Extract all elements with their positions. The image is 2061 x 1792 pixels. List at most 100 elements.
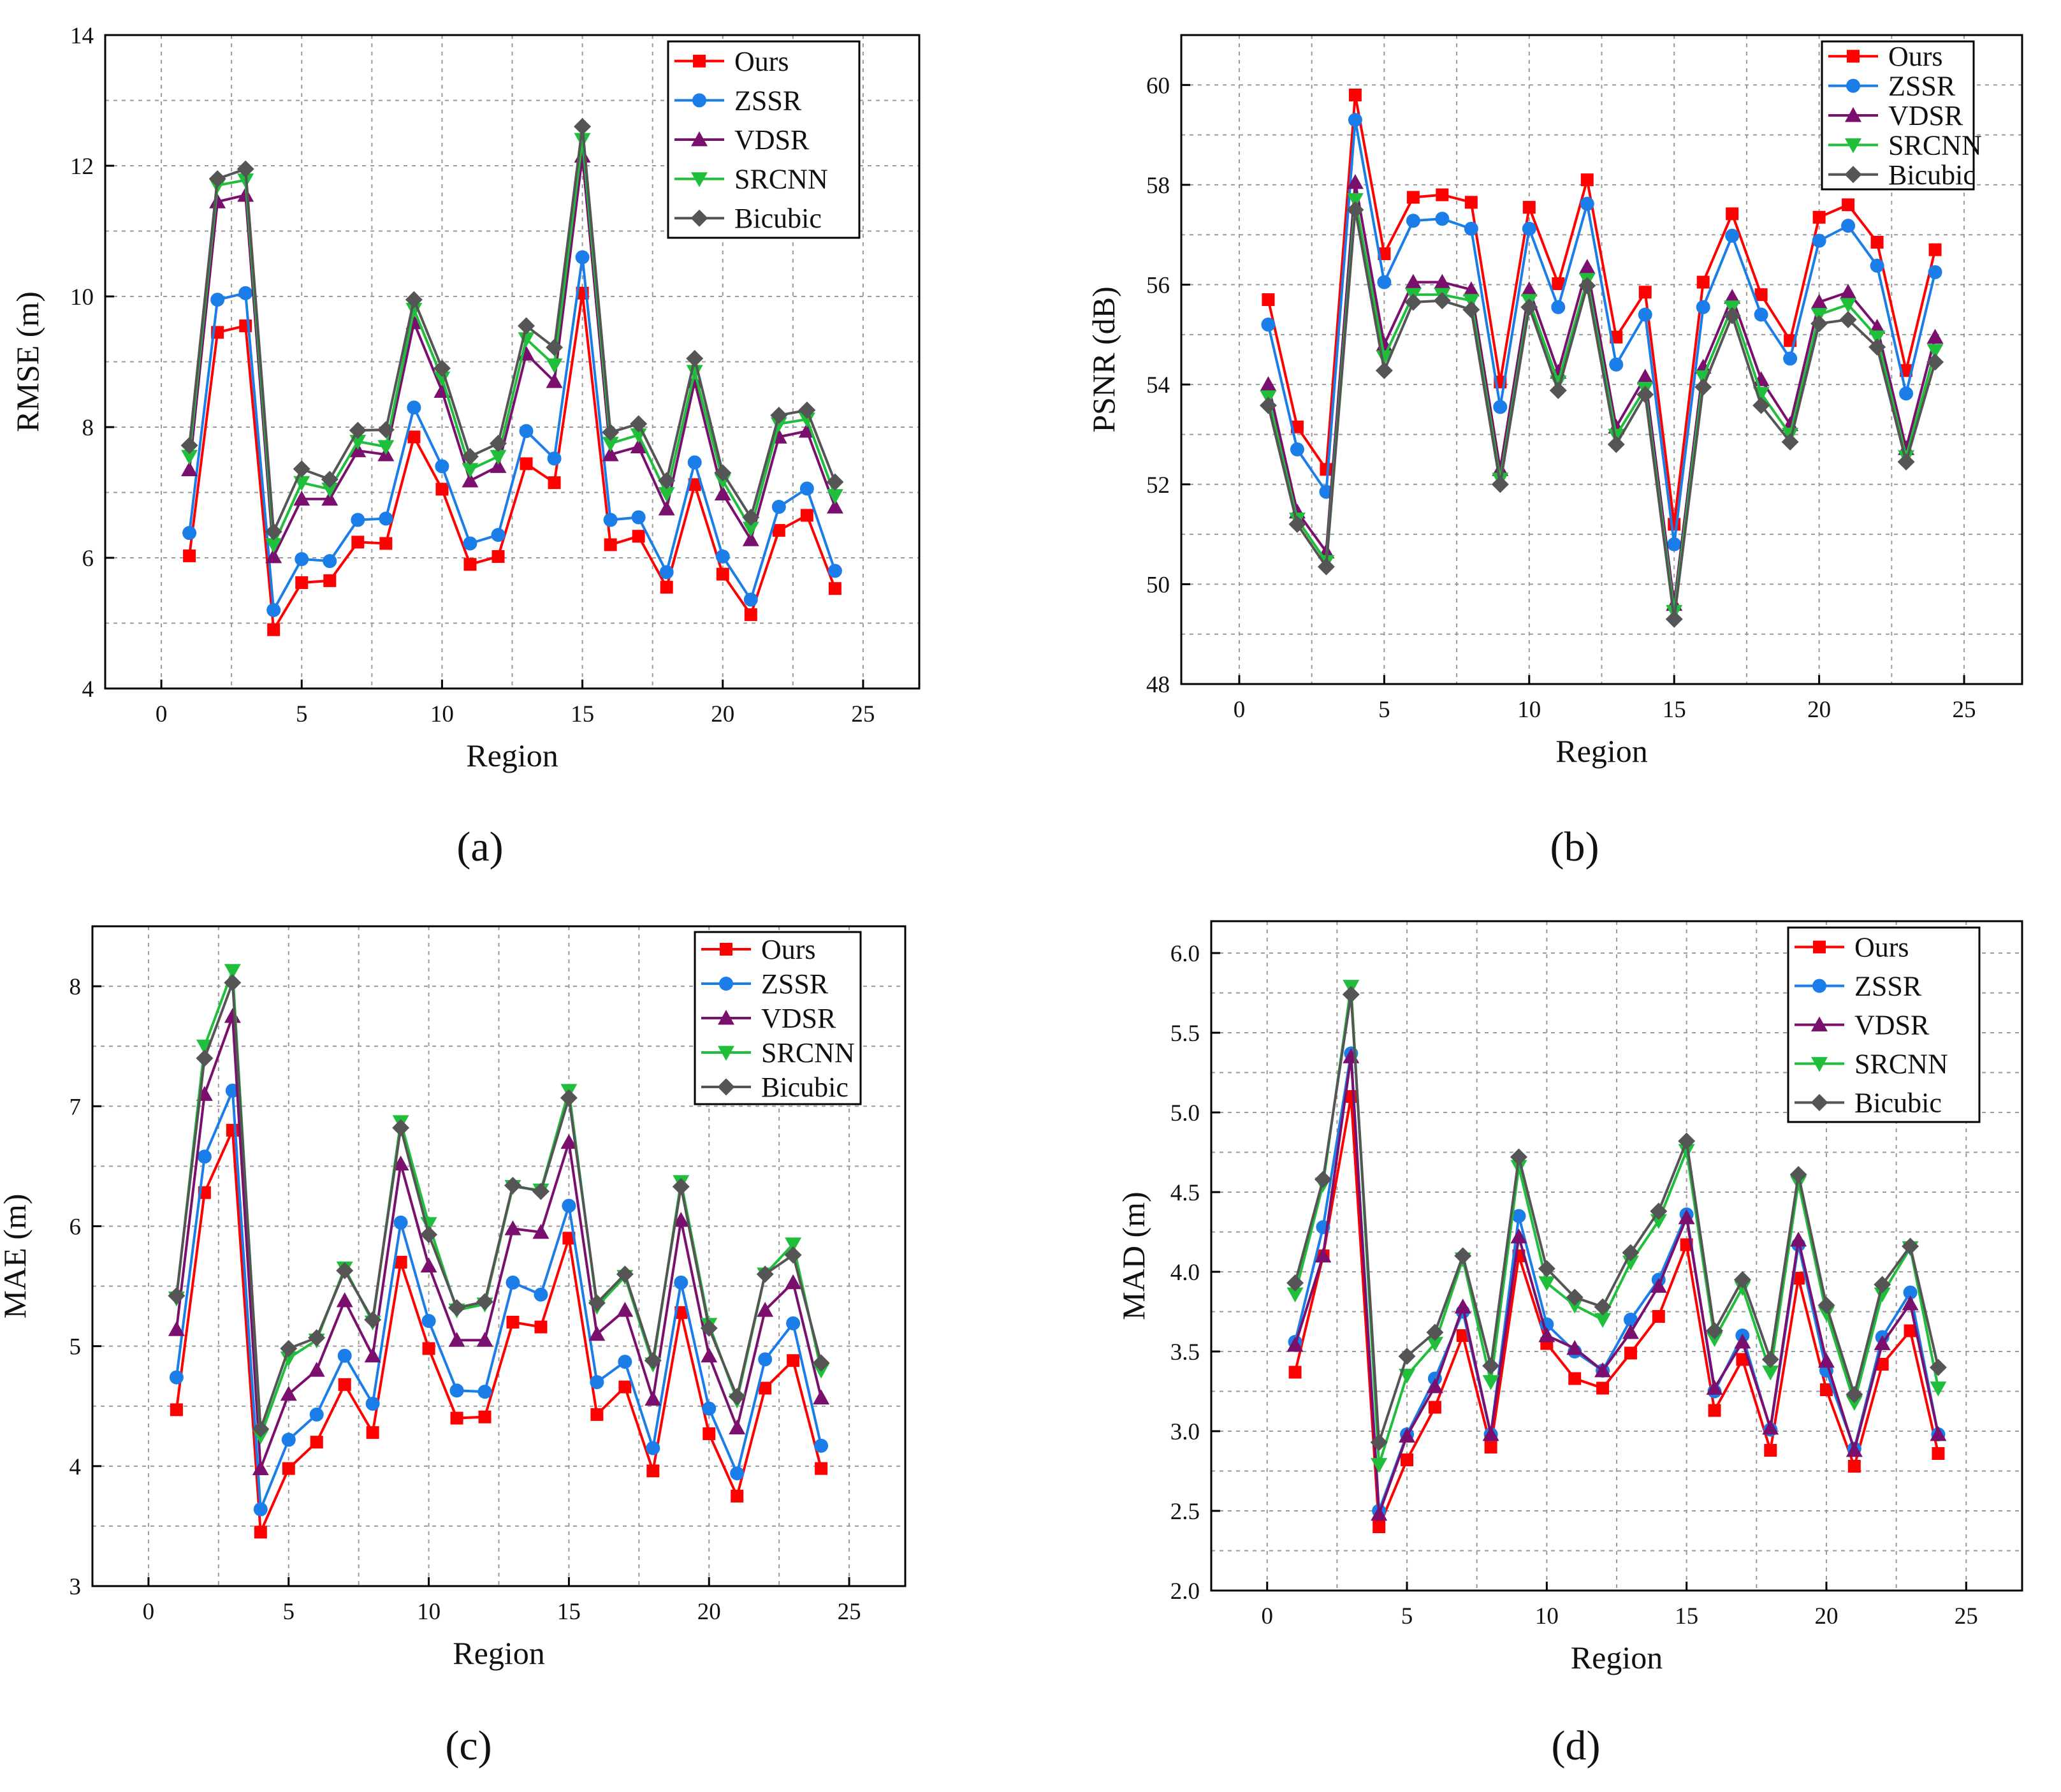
data-point-zssr: [365, 1396, 380, 1411]
data-point-ours: [1638, 286, 1652, 299]
data-point-ours: [226, 1123, 239, 1137]
y-tick-label: 5: [69, 1334, 82, 1360]
data-point-ours: [1552, 277, 1565, 290]
y-tick-label: 54: [1146, 372, 1170, 398]
data-point-vdsr: [1650, 1278, 1667, 1293]
data-point-ours: [295, 576, 309, 589]
data-point-srcnn: [224, 964, 241, 979]
data-point-ours: [1568, 1372, 1582, 1385]
data-point-vdsr: [293, 490, 310, 506]
y-tick-label: 4: [69, 1454, 82, 1480]
series-line-ours: [188, 293, 836, 634]
data-point-ours: [787, 1354, 800, 1367]
legend-marker-vdsr: [691, 131, 708, 147]
data-point-ours: [435, 483, 449, 496]
y-tick-label: 2.5: [1170, 1499, 1200, 1525]
series-line-zssr: [188, 257, 836, 615]
data-point-bicubic: [1433, 292, 1451, 310]
data-point-bicubic: [1874, 1276, 1891, 1293]
data-point-zssr: [547, 451, 562, 466]
data-point-bicubic: [168, 1287, 186, 1305]
data-point-zssr: [659, 565, 674, 579]
data-point-bicubic: [602, 423, 620, 441]
data-point-srcnn: [742, 521, 759, 537]
legend-marker-zssr: [719, 977, 733, 991]
data-point-bicubic: [1314, 1170, 1332, 1188]
data-point-bicubic: [1491, 476, 1509, 493]
plot-frame: [1210, 920, 2023, 1592]
data-point-zssr: [534, 1287, 548, 1302]
data-point-zssr: [169, 1370, 184, 1385]
data-point-ours: [1464, 196, 1478, 209]
data-point-ours: [1754, 288, 1768, 302]
data-point-ours: [394, 1255, 407, 1269]
data-point-srcnn: [1286, 1287, 1304, 1302]
data-point-bicubic: [1607, 435, 1625, 453]
data-point-bicubic: [461, 448, 479, 465]
legend-marker-srcnn: [1845, 138, 1861, 154]
x-tick-label: 15: [557, 1599, 581, 1625]
series-line-ours: [175, 1130, 823, 1533]
data-point-vdsr: [1482, 1426, 1499, 1441]
data-point-zssr: [1464, 221, 1478, 236]
data-point-vdsr: [1578, 259, 1596, 274]
data-point-vdsr: [714, 485, 731, 500]
series-line-bicubic: [175, 982, 823, 1430]
legend-label-srcnn: SRCNN: [1888, 129, 1982, 161]
data-point-vdsr: [616, 1302, 634, 1317]
data-point-zssr: [1511, 1209, 1526, 1223]
data-point-zssr: [1928, 265, 1942, 279]
data-point-zssr: [477, 1385, 492, 1399]
data-point-bicubic: [588, 1294, 606, 1312]
data-point-ours: [463, 558, 477, 571]
data-point-zssr: [519, 424, 534, 439]
data-point-zssr: [393, 1215, 408, 1230]
data-point-zssr: [1696, 300, 1710, 314]
data-point-vdsr: [1840, 284, 1857, 299]
x-tick-label: 25: [1955, 1603, 1978, 1629]
data-point-bicubic: [1566, 1288, 1584, 1306]
data-point-vdsr: [1346, 174, 1364, 189]
y-tick-label: 48: [1146, 672, 1170, 698]
data-point-bicubic: [420, 1226, 438, 1244]
x-tick-label: 15: [1675, 1603, 1698, 1629]
data-point-zssr: [449, 1383, 464, 1398]
data-point-vdsr: [1520, 281, 1538, 296]
data-point-srcnn: [1566, 1299, 1584, 1314]
data-point-bicubic: [1839, 310, 1857, 328]
legend-label-vdsr: VDSR: [734, 124, 810, 156]
data-point-bicubic: [672, 1177, 690, 1195]
y-tick-label: 6: [82, 546, 94, 572]
data-point-ours: [534, 1320, 548, 1334]
y-tick-label: 4.5: [1170, 1180, 1200, 1206]
series-line-vdsr: [175, 1016, 823, 1469]
data-point-srcnn: [280, 1351, 297, 1367]
data-point-zssr: [295, 552, 309, 567]
chart-panel-4: 0 5 10 15 20 25 2.0 2.5 3.0 3.5 4.0 4.5 5.0 5.5 6.0 Reg…: [1116, 920, 2023, 1675]
data-point-zssr: [407, 400, 421, 415]
x-tick-label: 20: [697, 1599, 721, 1625]
data-point-zssr: [1377, 275, 1392, 289]
data-point-zssr: [702, 1401, 717, 1416]
data-point-vdsr: [785, 1274, 802, 1290]
data-point-zssr: [1903, 1285, 1918, 1300]
data-point-bicubic: [1929, 1359, 1947, 1376]
data-point-bicubic: [784, 1246, 802, 1264]
data-point-zssr: [1725, 228, 1740, 243]
y-tick-label: 8: [82, 415, 94, 441]
data-point-srcnn: [1868, 330, 1886, 346]
x-tick-label: 5: [283, 1599, 295, 1625]
series-line-srcnn: [1293, 986, 1940, 1466]
data-point-vdsr: [1454, 1299, 1471, 1314]
y-tick-label: 6: [69, 1214, 82, 1240]
data-point-bicubic: [1678, 1132, 1696, 1150]
data-point-zssr: [743, 592, 758, 607]
data-point-vdsr: [504, 1220, 521, 1235]
data-point-zssr: [1899, 386, 1914, 401]
data-point-zssr: [1638, 307, 1652, 322]
y-axis-title: RMSE (m): [10, 291, 45, 432]
y-tick-label: 4: [82, 676, 94, 703]
data-point-vdsr: [630, 438, 647, 454]
data-point-vdsr: [1678, 1209, 1695, 1225]
